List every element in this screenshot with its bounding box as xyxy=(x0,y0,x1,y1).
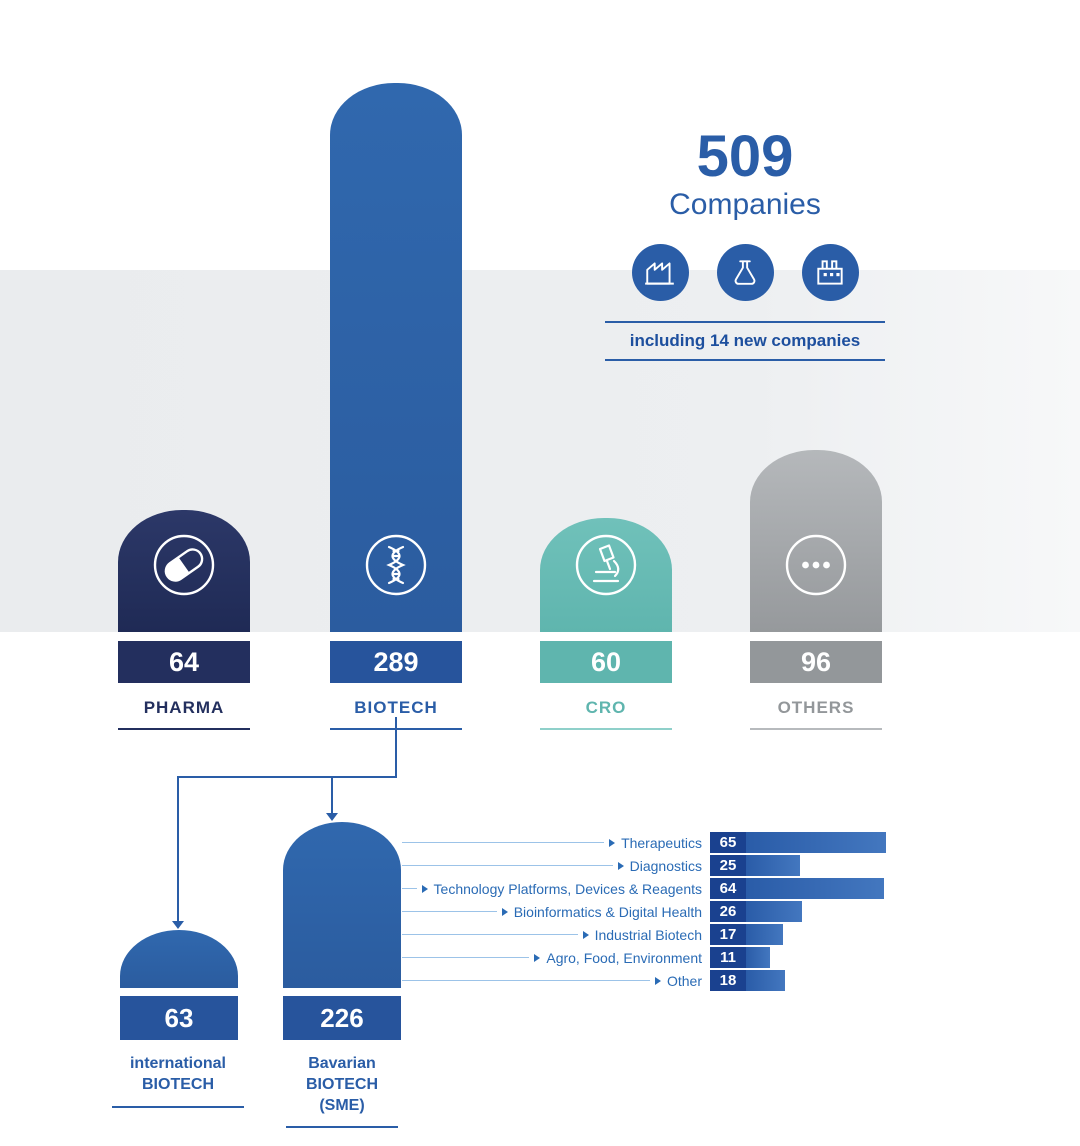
microscope-icon xyxy=(574,533,638,597)
bar-row-agro-food-environment: Agro, Food, Environment 11 xyxy=(402,946,982,969)
biotech-column xyxy=(330,82,462,632)
connector-bavarian-down xyxy=(331,776,333,814)
flask-icon xyxy=(716,244,774,301)
arrow-right-icon xyxy=(582,930,589,939)
bavarian-biotech-value: 226 xyxy=(283,996,401,1040)
bar-row-label: Other xyxy=(666,972,702,989)
connector-horizontal xyxy=(178,776,397,778)
international-biotech-column xyxy=(120,930,238,988)
pharma-value: 64 xyxy=(118,641,250,683)
pill-icon xyxy=(152,533,216,597)
bar-row-label: Technology Platforms, Devices & Reagents xyxy=(433,880,702,897)
bar-row-value: 11 xyxy=(710,947,746,968)
biotech-value: 289 xyxy=(330,641,462,683)
new-companies-note: including 14 new companies xyxy=(605,321,885,361)
arrow-down-icon xyxy=(326,813,338,821)
others-label: OTHERS xyxy=(750,698,882,730)
bar-row-bar xyxy=(746,924,783,945)
bar-row-label: Agro, Food, Environment xyxy=(546,949,702,966)
segment-bar-chart: Therapeutics 65 Diagnostics 25 Technolog… xyxy=(402,831,982,992)
bar-row-value: 26 xyxy=(710,901,746,922)
bar-row-bar xyxy=(746,901,802,922)
bar-row-bar xyxy=(746,855,800,876)
bar-row-label: Industrial Biotech xyxy=(594,926,702,943)
bavarian-biotech-label: Bavarian BIOTECH (SME) xyxy=(286,1054,398,1129)
pharma-label: PHARMA xyxy=(118,698,250,730)
bar-row-other: Other 18 xyxy=(402,969,982,992)
bar-row-value: 17 xyxy=(710,924,746,945)
bar-row-label: Therapeutics xyxy=(621,834,702,851)
leader-line xyxy=(402,910,497,913)
arrow-right-icon xyxy=(654,976,661,985)
factory-chimney-icon xyxy=(801,244,859,301)
bar-row-label: Diagnostics xyxy=(629,857,702,874)
others-value: 96 xyxy=(750,641,882,683)
bar-row-bioinformatics: Bioinformatics & Digital Health 26 xyxy=(402,900,982,923)
bar-row-industrial-biotech: Industrial Biotech 17 xyxy=(402,923,982,946)
connector-intl-down xyxy=(177,776,179,922)
bar-row-label: Bioinformatics & Digital Health xyxy=(513,903,702,920)
international-biotech-label: international BIOTECH xyxy=(112,1054,244,1108)
leader-line xyxy=(402,887,417,890)
arrow-right-icon xyxy=(617,861,624,870)
bar-row-value: 64 xyxy=(710,878,746,899)
arrow-right-icon xyxy=(421,884,428,893)
connector-biotech-down xyxy=(395,717,397,777)
header-summary: 509 Companies xyxy=(605,128,885,361)
total-companies-label: Companies xyxy=(669,188,821,221)
leader-line xyxy=(402,864,613,867)
bar-row-bar xyxy=(746,947,770,968)
dna-icon xyxy=(364,533,428,597)
bar-row-therapeutics: Therapeutics 65 xyxy=(402,831,982,854)
bar-row-value: 25 xyxy=(710,855,746,876)
bar-row-diagnostics: Diagnostics 25 xyxy=(402,854,982,877)
others-column xyxy=(750,449,882,632)
cro-label: CRO xyxy=(540,698,672,730)
bar-row-technology-platforms: Technology Platforms, Devices & Reagents… xyxy=(402,877,982,900)
bar-row-bar xyxy=(746,970,785,991)
bar-row-bar xyxy=(746,832,886,853)
international-biotech-value: 63 xyxy=(120,996,238,1040)
bar-row-value: 18 xyxy=(710,970,746,991)
leader-line xyxy=(402,956,530,959)
factory-roof-icon xyxy=(631,244,689,301)
arrow-right-icon xyxy=(501,907,508,916)
arrow-down-icon xyxy=(172,921,184,929)
cro-value: 60 xyxy=(540,641,672,683)
leader-line xyxy=(402,979,650,982)
leader-line xyxy=(402,933,578,936)
arrow-right-icon xyxy=(534,953,541,962)
bar-row-value: 65 xyxy=(710,832,746,853)
ellipsis-icon xyxy=(784,533,848,597)
total-companies-value: 509 xyxy=(696,124,794,189)
arrow-right-icon xyxy=(609,838,616,847)
bavarian-biotech-column xyxy=(283,822,401,988)
leader-line xyxy=(402,841,605,844)
header-icons-row xyxy=(605,244,885,301)
bar-row-bar xyxy=(746,878,884,899)
